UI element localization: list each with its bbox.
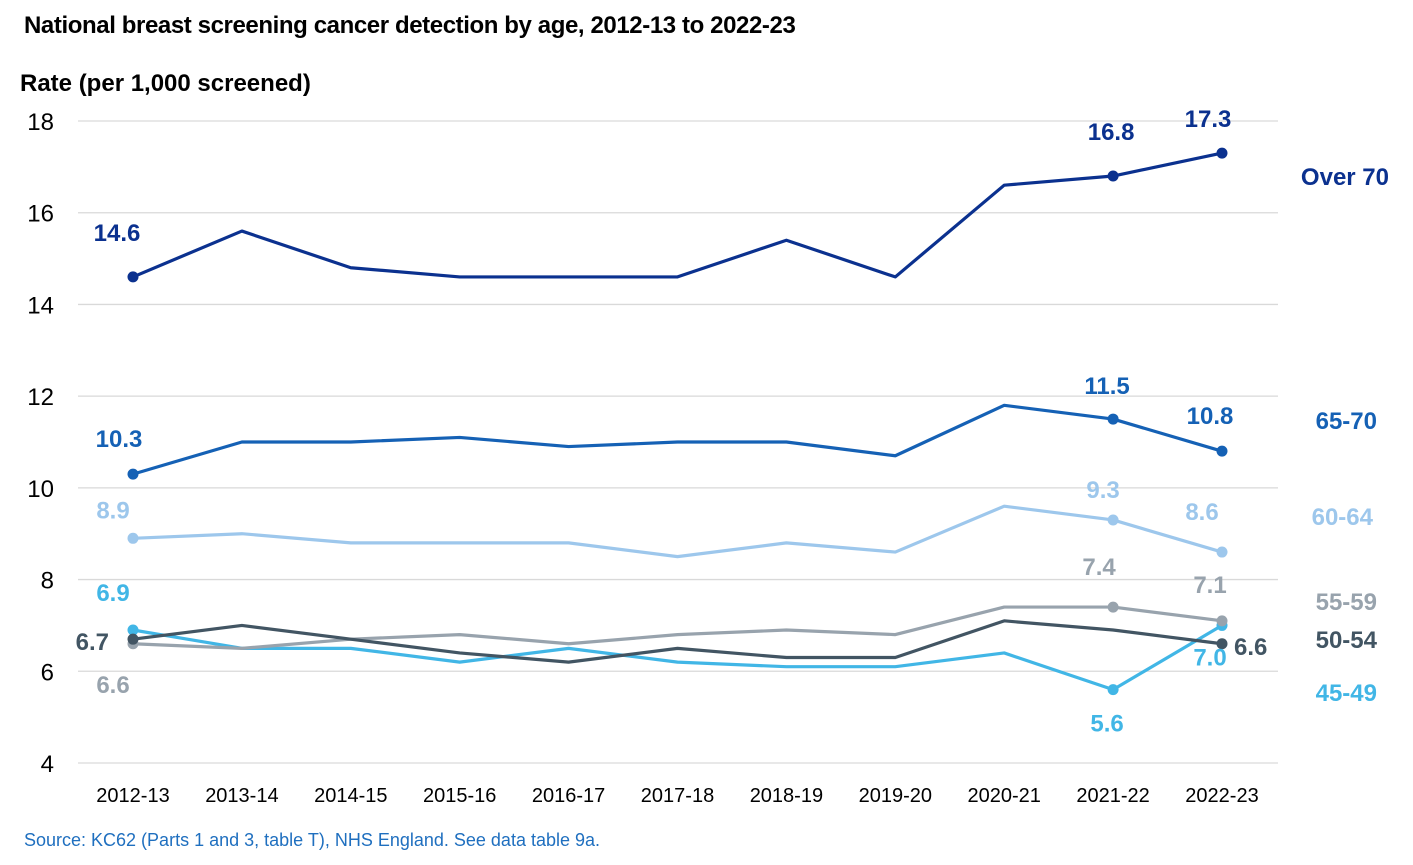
x-tick-label: 2018-19 — [750, 785, 823, 807]
data-label-over-70: 16.8 — [1088, 119, 1135, 146]
x-tick-label: 2012-13 — [96, 785, 169, 807]
data-point-65-70 — [1216, 445, 1228, 457]
data-point-50-54 — [127, 633, 139, 645]
data-label-over-70: 14.6 — [94, 220, 141, 247]
y-tick-label: 16 — [27, 201, 54, 228]
x-tick-label: 2020-21 — [967, 785, 1040, 807]
data-point-60-64 — [1107, 514, 1119, 526]
series-line-50-54 — [131, 619, 1224, 664]
data-label-45-49: 6.9 — [96, 580, 129, 607]
data-label-60-64: 9.3 — [1086, 477, 1119, 504]
data-point-45-49 — [1107, 684, 1119, 696]
data-point-over-70 — [127, 271, 139, 283]
data-label-65-70: 10.8 — [1187, 403, 1234, 430]
chart-title: National breast screening cancer detecti… — [24, 12, 796, 39]
data-point-over-70 — [1216, 147, 1228, 159]
data-label-65-70: 10.3 — [96, 426, 143, 453]
series-line-60-64 — [131, 504, 1224, 559]
data-label-50-54: 6.6 — [1234, 634, 1267, 661]
data-label-55-59: 6.6 — [96, 672, 129, 699]
data-label-60-64: 8.6 — [1185, 499, 1218, 526]
y-tick-label: 10 — [27, 476, 54, 503]
series-label-50-54: 50-54 — [1316, 627, 1378, 654]
x-tick-label: 2014-15 — [314, 785, 387, 807]
series-label-over-70: Over 70 — [1301, 164, 1389, 191]
data-label-65-70: 11.5 — [1084, 373, 1129, 400]
x-tick-label: 2021-22 — [1076, 785, 1149, 807]
x-tick-label: 2016-17 — [532, 785, 605, 807]
x-tick-label: 2019-20 — [859, 785, 932, 807]
data-point-50-54 — [1216, 638, 1228, 650]
x-tick-label: 2017-18 — [641, 785, 714, 807]
data-label-55-59: 7.4 — [1082, 554, 1116, 581]
data-label-50-54: 6.7 — [76, 629, 109, 656]
series-label-60-64: 60-64 — [1312, 504, 1374, 531]
series-label-55-59: 55-59 — [1316, 589, 1377, 616]
series-line-45-49 — [131, 623, 1224, 692]
data-label-60-64: 8.9 — [96, 497, 129, 524]
y-tick-label: 14 — [27, 292, 54, 319]
x-tick-label: 2015-16 — [423, 785, 496, 807]
data-point-60-64 — [127, 532, 139, 544]
x-tick-label: 2022-23 — [1185, 785, 1258, 807]
data-label-over-70: 17.3 — [1185, 106, 1232, 133]
y-tick-label: 4 — [41, 751, 54, 778]
y-axis-label: Rate (per 1,000 screened) — [20, 70, 311, 97]
data-point-65-70 — [1107, 413, 1119, 425]
y-tick-label: 18 — [27, 109, 54, 136]
data-point-55-59 — [1107, 601, 1119, 613]
x-tick-label: 2013-14 — [205, 785, 278, 807]
y-tick-label: 6 — [41, 659, 54, 686]
source-note: Source: KC62 (Parts 1 and 3, table T), N… — [24, 830, 601, 850]
series-line-over-70 — [131, 151, 1224, 279]
series-line-55-59 — [131, 605, 1224, 650]
data-label-55-59: 7.1 — [1193, 572, 1226, 599]
data-point-55-59 — [1216, 615, 1228, 627]
series-label-45-49: 45-49 — [1316, 680, 1377, 707]
y-tick-label: 12 — [27, 384, 54, 411]
series-line-65-70 — [131, 403, 1224, 476]
data-point-65-70 — [127, 468, 139, 480]
data-point-60-64 — [1216, 546, 1228, 558]
data-label-45-49: 5.6 — [1090, 711, 1123, 738]
data-point-over-70 — [1107, 170, 1119, 182]
series-label-65-70: 65-70 — [1316, 408, 1377, 435]
data-point-45-49 — [127, 624, 139, 636]
y-tick-label: 8 — [41, 568, 54, 595]
data-label-45-49: 7.0 — [1193, 644, 1226, 671]
